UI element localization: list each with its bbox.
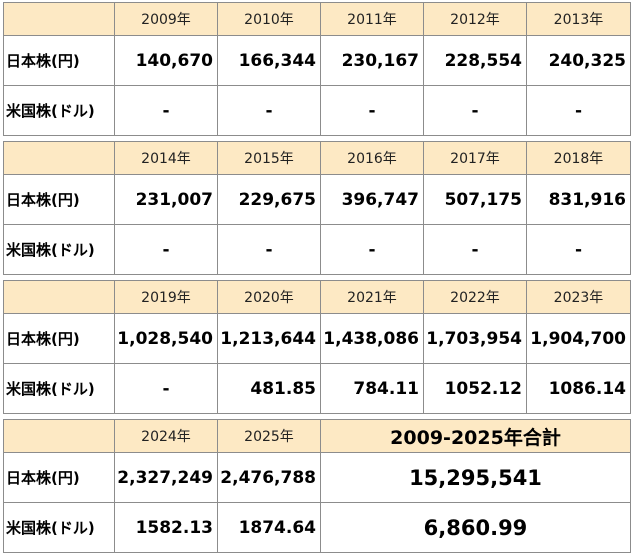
year-header: 2018年 (526, 141, 631, 175)
us-value: 1086.14 (526, 363, 631, 414)
us-total-value: 6,860.99 (320, 502, 631, 553)
jp-stock-row: 日本株(円) 1,028,540 1,213,644 1,438,086 1,7… (3, 313, 631, 364)
jp-value: 831,916 (526, 174, 631, 225)
jp-value: 507,175 (423, 174, 527, 225)
year-header: 2015年 (217, 141, 321, 175)
jp-value: 240,325 (526, 35, 631, 86)
us-value: - (114, 85, 218, 136)
corner-cell (3, 280, 115, 314)
us-stock-row: 米国株(ドル) - - - - - (3, 224, 631, 275)
year-header: 2025年 (217, 419, 321, 453)
jp-value: 166,344 (217, 35, 321, 86)
jp-value: 396,747 (320, 174, 424, 225)
corner-cell (3, 141, 115, 175)
year-header: 2020年 (217, 280, 321, 314)
jp-value: 1,028,540 (114, 313, 218, 364)
jp-value: 231,007 (114, 174, 218, 225)
jp-value: 229,675 (217, 174, 321, 225)
us-value: - (217, 85, 321, 136)
jp-stock-row: 日本株(円) 140,670 166,344 230,167 228,554 2… (3, 35, 631, 86)
jp-value: 140,670 (114, 35, 218, 86)
year-header: 2012年 (423, 2, 527, 36)
year-header: 2022年 (423, 280, 527, 314)
dividend-table-2024-2025-total: 2024年 2025年 2009-2025年合計 日本株(円) 2,327,24… (3, 419, 631, 553)
jp-value: 1,438,086 (320, 313, 424, 364)
us-value: 481.85 (217, 363, 321, 414)
row-label-us: 米国株(ドル) (3, 85, 115, 136)
us-value: - (320, 224, 424, 275)
us-value: - (114, 363, 218, 414)
year-header-row: 2014年 2015年 2016年 2017年 2018年 (3, 141, 631, 175)
jp-stock-row: 日本株(円) 231,007 229,675 396,747 507,175 8… (3, 174, 631, 225)
us-value: 784.11 (320, 363, 424, 414)
row-label-us: 米国株(ドル) (3, 363, 115, 414)
row-label-jp: 日本株(円) (3, 35, 115, 86)
year-header: 2019年 (114, 280, 218, 314)
us-stock-row: 米国株(ドル) - - - - - (3, 85, 631, 136)
us-stock-row: 米国株(ドル) 1582.13 1874.64 6,860.99 (3, 502, 631, 553)
us-value: - (423, 224, 527, 275)
jp-value: 1,904,700 (526, 313, 631, 364)
year-header: 2021年 (320, 280, 424, 314)
jp-value: 230,167 (320, 35, 424, 86)
year-header: 2013年 (526, 2, 631, 36)
row-label-us: 米国株(ドル) (3, 502, 115, 553)
jp-total-value: 15,295,541 (320, 452, 631, 503)
us-value: 1052.12 (423, 363, 527, 414)
jp-value: 228,554 (423, 35, 527, 86)
year-header: 2014年 (114, 141, 218, 175)
corner-cell (3, 2, 115, 36)
row-label-jp: 日本株(円) (3, 313, 115, 364)
year-header: 2024年 (114, 419, 218, 453)
us-stock-row: 米国株(ドル) - 481.85 784.11 1052.12 1086.14 (3, 363, 631, 414)
us-value: - (217, 224, 321, 275)
jp-value: 1,213,644 (217, 313, 321, 364)
total-header: 2009-2025年合計 (320, 419, 631, 453)
us-value: - (526, 224, 631, 275)
us-value: - (423, 85, 527, 136)
row-label-jp: 日本株(円) (3, 174, 115, 225)
us-value: - (114, 224, 218, 275)
dividend-table-2009-2013: 2009年 2010年 2011年 2012年 2013年 日本株(円) 140… (3, 2, 631, 136)
dividend-table-2014-2018: 2014年 2015年 2016年 2017年 2018年 日本株(円) 231… (3, 141, 631, 275)
year-header: 2023年 (526, 280, 631, 314)
year-header-row: 2024年 2025年 2009-2025年合計 (3, 419, 631, 453)
row-label-jp: 日本株(円) (3, 452, 115, 503)
corner-cell (3, 419, 115, 453)
us-value: - (526, 85, 631, 136)
year-header: 2010年 (217, 2, 321, 36)
jp-stock-row: 日本株(円) 2,327,249 2,476,788 15,295,541 (3, 452, 631, 503)
dividend-table-2019-2023: 2019年 2020年 2021年 2022年 2023年 日本株(円) 1,0… (3, 280, 631, 414)
us-value: 1874.64 (217, 502, 321, 553)
row-label-us: 米国株(ドル) (3, 224, 115, 275)
year-header-row: 2009年 2010年 2011年 2012年 2013年 (3, 2, 631, 36)
jp-value: 2,327,249 (114, 452, 218, 503)
year-header: 2009年 (114, 2, 218, 36)
us-value: 1582.13 (114, 502, 218, 553)
year-header-row: 2019年 2020年 2021年 2022年 2023年 (3, 280, 631, 314)
year-header: 2017年 (423, 141, 527, 175)
jp-value: 1,703,954 (423, 313, 527, 364)
us-value: - (320, 85, 424, 136)
year-header: 2016年 (320, 141, 424, 175)
year-header: 2011年 (320, 2, 424, 36)
jp-value: 2,476,788 (217, 452, 321, 503)
